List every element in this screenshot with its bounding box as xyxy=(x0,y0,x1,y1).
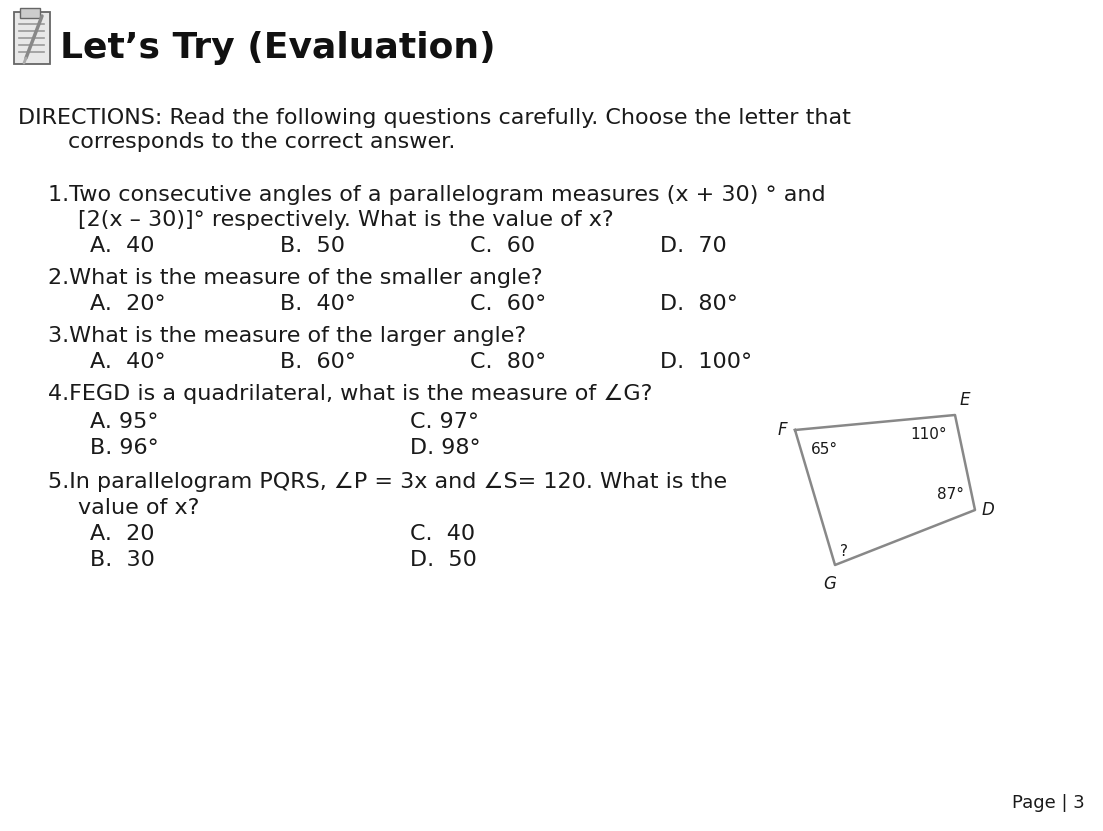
FancyBboxPatch shape xyxy=(14,12,50,64)
Text: Let’s Try (Evaluation): Let’s Try (Evaluation) xyxy=(60,31,495,65)
Text: D.  50: D. 50 xyxy=(410,550,476,570)
Text: C.  40: C. 40 xyxy=(410,524,475,544)
Text: Page | 3: Page | 3 xyxy=(1013,794,1085,812)
Text: 3.What is the measure of the larger angle?: 3.What is the measure of the larger angl… xyxy=(49,326,526,346)
Text: G: G xyxy=(824,575,836,593)
Text: C.  60°: C. 60° xyxy=(470,294,546,314)
Text: D.  80°: D. 80° xyxy=(660,294,738,314)
Text: C.  60: C. 60 xyxy=(470,236,535,256)
Text: B. 96°: B. 96° xyxy=(90,438,159,458)
Text: 1.Two consecutive angles of a parallelogram measures (x + 30) ° and: 1.Two consecutive angles of a parallelog… xyxy=(49,185,826,205)
Text: 4.FEGD is a quadrilateral, what is the measure of ∠G?: 4.FEGD is a quadrilateral, what is the m… xyxy=(49,384,652,404)
Text: A. 95°: A. 95° xyxy=(90,412,159,432)
Text: B.  60°: B. 60° xyxy=(280,352,356,372)
Text: C.  80°: C. 80° xyxy=(470,352,546,372)
Text: D: D xyxy=(982,501,995,519)
Text: value of x?: value of x? xyxy=(78,498,200,518)
Text: A.  20: A. 20 xyxy=(90,524,154,544)
Text: 2.What is the measure of the smaller angle?: 2.What is the measure of the smaller ang… xyxy=(49,268,543,288)
Text: B.  40°: B. 40° xyxy=(280,294,356,314)
Text: 65°: 65° xyxy=(811,442,838,457)
Text: D.  100°: D. 100° xyxy=(660,352,752,372)
Text: A.  20°: A. 20° xyxy=(90,294,165,314)
Text: B.  50: B. 50 xyxy=(280,236,345,256)
Text: 110°: 110° xyxy=(910,427,946,442)
FancyBboxPatch shape xyxy=(20,8,40,18)
Text: D. 98°: D. 98° xyxy=(410,438,481,458)
Text: F: F xyxy=(778,421,788,439)
Text: ?: ? xyxy=(840,544,848,559)
Text: B.  30: B. 30 xyxy=(90,550,154,570)
Text: D.  70: D. 70 xyxy=(660,236,727,256)
Text: E: E xyxy=(960,391,971,409)
Text: A.  40: A. 40 xyxy=(90,236,154,256)
Text: [2(x – 30)]° respectively. What is the value of x?: [2(x – 30)]° respectively. What is the v… xyxy=(78,210,613,230)
Text: 5.In parallelogram PQRS, ∠P = 3x and ∠S= 120. What is the: 5.In parallelogram PQRS, ∠P = 3x and ∠S=… xyxy=(49,472,727,492)
Text: corresponds to the correct answer.: corresponds to the correct answer. xyxy=(68,132,456,152)
Text: C. 97°: C. 97° xyxy=(410,412,479,432)
Text: 87°: 87° xyxy=(938,487,964,502)
Text: A.  40°: A. 40° xyxy=(90,352,165,372)
Text: DIRECTIONS: Read the following questions carefully. Choose the letter that: DIRECTIONS: Read the following questions… xyxy=(18,108,850,128)
